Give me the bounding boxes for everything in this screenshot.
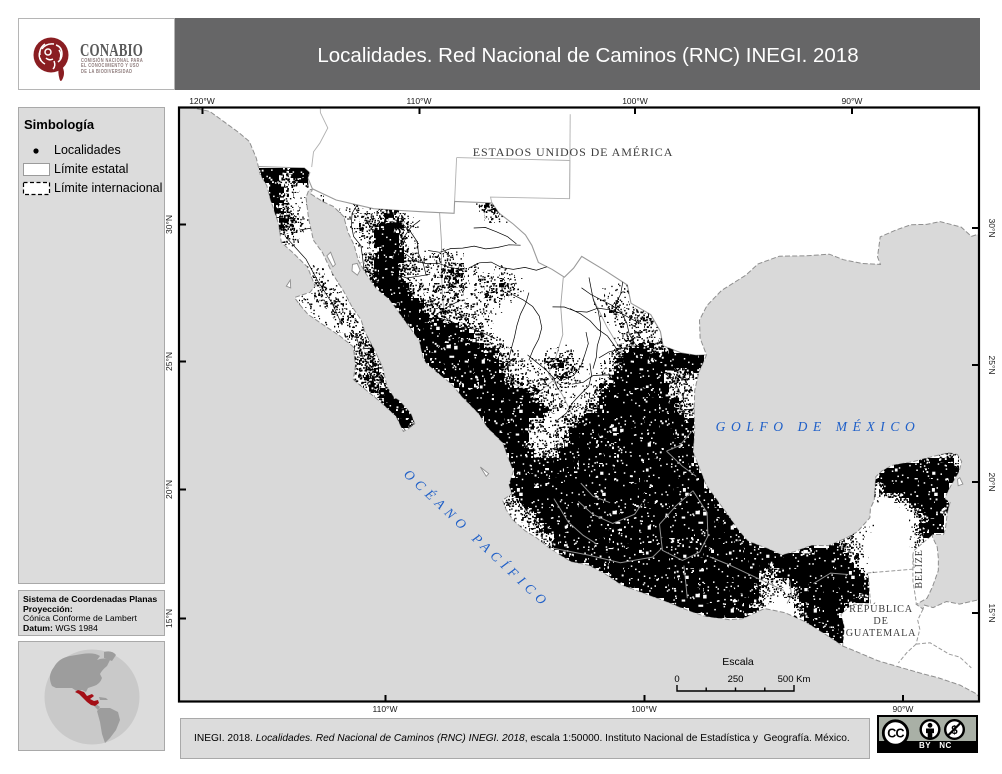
- svg-text:25°N: 25°N: [987, 356, 997, 375]
- svg-text:GUATEMALA: GUATEMALA: [846, 628, 917, 639]
- svg-text:30°N: 30°N: [987, 219, 997, 238]
- svg-text:15°N: 15°N: [164, 609, 174, 628]
- svg-text:100°W: 100°W: [622, 96, 648, 106]
- svg-text:90°W: 90°W: [893, 704, 914, 714]
- svg-text:GOLFO DE MÉXICO: GOLFO DE MÉXICO: [716, 419, 921, 434]
- svg-text:20°N: 20°N: [164, 480, 174, 499]
- svg-text:$: $: [951, 725, 958, 737]
- svg-text:120°W: 120°W: [189, 96, 215, 106]
- svg-text:15°N: 15°N: [987, 604, 997, 623]
- svg-text:ESTADOS UNIDOS DE AMÉRICA: ESTADOS UNIDOS DE AMÉRICA: [473, 145, 674, 159]
- svg-text:0: 0: [674, 674, 679, 685]
- svg-text:500 Km: 500 Km: [778, 674, 811, 685]
- svg-text:20°N: 20°N: [987, 473, 997, 492]
- svg-text:Escala: Escala: [722, 656, 754, 668]
- svg-text:DE: DE: [873, 616, 888, 627]
- svg-text:REPÚBLICA: REPÚBLICA: [849, 603, 913, 615]
- svg-text:BELIZE: BELIZE: [914, 549, 925, 588]
- svg-text:CC: CC: [887, 727, 904, 741]
- svg-text:90°W: 90°W: [842, 96, 863, 106]
- svg-text:250: 250: [728, 674, 744, 685]
- svg-text:25°N: 25°N: [164, 352, 174, 371]
- svg-text:110°W: 110°W: [407, 96, 432, 106]
- svg-text:100°W: 100°W: [631, 704, 657, 714]
- svg-text:30°N: 30°N: [164, 215, 174, 234]
- svg-text:110°W: 110°W: [373, 704, 398, 714]
